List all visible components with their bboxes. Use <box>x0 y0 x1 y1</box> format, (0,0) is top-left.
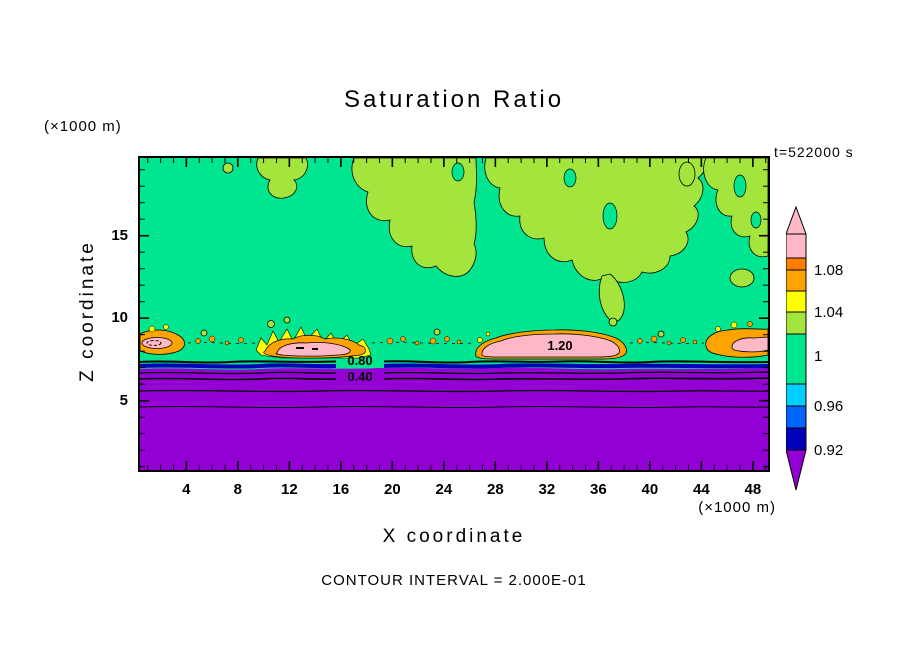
time-annotation: t=522000 s <box>774 144 854 160</box>
colorbar: 1.08 1.04 1 0.96 0.92 <box>786 206 843 491</box>
y-tick-label: 10 <box>111 309 128 327</box>
colorbar-arrow-bottom <box>786 449 807 491</box>
colorbar-arrow-top <box>786 206 807 235</box>
y-axis-unit-label: (×1000 m) <box>44 118 122 135</box>
colorbar-segment <box>786 311 807 335</box>
x-tick-label: 4 <box>182 481 191 498</box>
colorbar-label: 1.04 <box>814 304 843 321</box>
x-tick-label: 48 <box>744 481 762 498</box>
cloud-blob-left <box>140 324 185 355</box>
colorbar-segment <box>786 233 807 259</box>
colorbar-label: 1.08 <box>814 262 843 279</box>
x-tick-label: 36 <box>590 481 607 498</box>
x-axis-title: X coordinate <box>382 526 526 547</box>
x-tick-label: 44 <box>693 481 710 498</box>
colorbar-segment <box>786 427 807 451</box>
colorbar-segment <box>786 333 807 385</box>
axis-ticks <box>140 158 768 470</box>
x-tick-label: 40 <box>641 481 659 498</box>
contour-label-0-80: 0.80 <box>347 353 373 368</box>
x-tick-label: 24 <box>435 481 453 498</box>
x-tick-label: 28 <box>487 481 504 498</box>
colorbar-label: 1 <box>814 348 822 365</box>
contour-label-1-20: 1.20 <box>547 338 573 353</box>
x-tick-label: 20 <box>384 481 401 498</box>
x-tick-label: 12 <box>281 481 298 498</box>
x-tick-label: 8 <box>233 481 243 498</box>
cloud-blob-2 <box>255 326 372 359</box>
colorbar-label: 0.96 <box>814 398 843 415</box>
colorbar-segment <box>786 269 807 292</box>
contour-lines-lower <box>140 371 768 409</box>
contour-field <box>140 158 768 470</box>
plot-area: 1.20 0.80 0.40 <box>138 156 770 472</box>
contour-interval-note: CONTOUR INTERVAL = 2.000E-01 <box>321 572 587 589</box>
colorbar-label: 0.92 <box>814 442 843 459</box>
x-tick-label: 32 <box>538 481 556 498</box>
contour-line-080 <box>140 360 768 364</box>
colorbar-segment <box>786 290 807 313</box>
region-yellow-green <box>200 158 768 338</box>
cloud-blob-right <box>705 321 768 358</box>
x-tick-label: 16 <box>332 481 350 498</box>
cloud-blob-3 <box>475 329 627 360</box>
region-subsaturated <box>140 367 768 470</box>
y-tick-label: 15 <box>111 226 128 244</box>
chart-title: Saturation Ratio <box>343 86 565 113</box>
cloud-speckles <box>195 335 698 346</box>
colorbar-segment <box>786 257 807 271</box>
contour-label-0-40: 0.40 <box>347 369 373 384</box>
colorbar-segment <box>786 405 807 429</box>
x-axis-unit-label: (×1000 m) <box>698 499 776 516</box>
colorbar-segment <box>786 383 807 407</box>
boundary-band-navy <box>140 363 768 369</box>
region-holes <box>451 162 762 230</box>
contour-line-040 <box>140 377 768 381</box>
y-tick-label: 5 <box>119 391 128 409</box>
